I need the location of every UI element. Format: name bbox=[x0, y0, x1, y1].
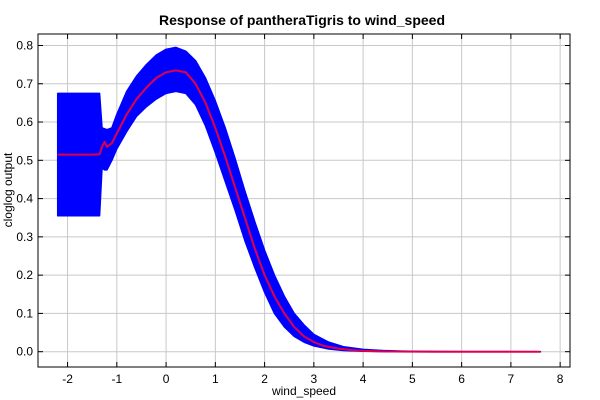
data-layer bbox=[56, 46, 542, 353]
x-tick-label: 6 bbox=[458, 372, 465, 386]
y-tick-label: 0.5 bbox=[16, 153, 33, 167]
x-tick-label: 1 bbox=[212, 372, 219, 386]
x-tick-label: 7 bbox=[508, 372, 515, 386]
x-tick-label: 5 bbox=[409, 372, 416, 386]
grid-layer bbox=[38, 34, 570, 367]
x-tick-label: 2 bbox=[261, 372, 268, 386]
x-tick-label: 3 bbox=[311, 372, 318, 386]
y-tick-label: 0.1 bbox=[16, 306, 33, 320]
plot-frame bbox=[37, 33, 571, 368]
y-tick-label: 0.6 bbox=[16, 115, 33, 129]
mean-response-line bbox=[57, 69, 541, 353]
y-tick-label: 0.7 bbox=[16, 77, 33, 91]
confidence-band bbox=[56, 46, 542, 353]
chart-title: Response of pantheraTigris to wind_speed bbox=[159, 12, 445, 28]
x-tick-label: 0 bbox=[163, 372, 170, 386]
x-tick-label: -1 bbox=[111, 372, 122, 386]
tick-layer: -2 -1 0 1 2 3 4 5 6 7 8 0.0 0.1 0.2 0.3 0.4 0.5 0.6 0.7 0.8 bbox=[16, 34, 570, 386]
y-axis-label: cloglog output bbox=[1, 152, 15, 227]
x-tick-label: -2 bbox=[62, 372, 73, 386]
x-tick-label: 4 bbox=[360, 372, 367, 386]
y-tick-label: 0.8 bbox=[16, 38, 33, 52]
y-tick-label: 0.4 bbox=[16, 192, 33, 206]
y-tick-label: 0.2 bbox=[16, 268, 33, 282]
y-tick-label: 0.0 bbox=[16, 345, 33, 359]
x-tick-label: 8 bbox=[557, 372, 564, 386]
x-axis-label: wind_speed bbox=[271, 384, 336, 398]
y-tick-label: 0.3 bbox=[16, 230, 33, 244]
